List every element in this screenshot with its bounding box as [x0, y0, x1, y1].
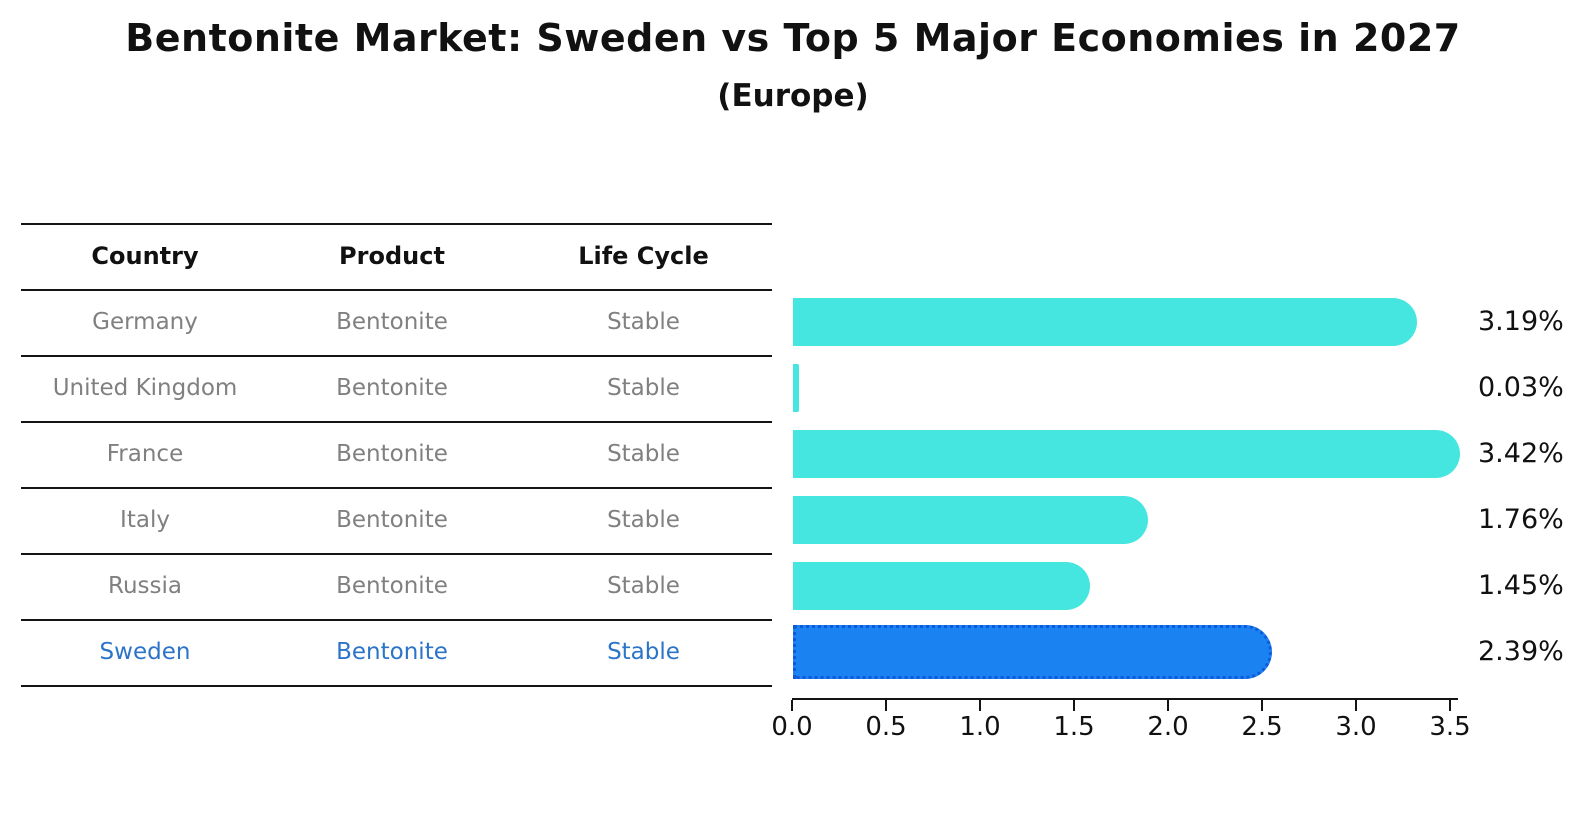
- bar-france: [793, 430, 1460, 478]
- bar-sweden: [793, 625, 1272, 679]
- bar-russia: [793, 562, 1090, 610]
- table-line: [21, 289, 772, 291]
- bar-value-label: 3.19%: [1478, 306, 1564, 337]
- cell-country: France: [106, 441, 184, 467]
- x-axis-tick-label: 2.5: [1241, 712, 1283, 742]
- cell-country: United Kingdom: [52, 375, 238, 401]
- bar-value-label: 3.42%: [1478, 438, 1564, 469]
- x-axis-tick: [1261, 700, 1263, 711]
- bar-value-label: 1.45%: [1478, 570, 1564, 601]
- x-axis-tick-label: 0.5: [865, 712, 907, 742]
- x-axis-tick: [979, 700, 981, 711]
- x-axis: [792, 698, 1458, 700]
- x-axis-tick: [1355, 700, 1357, 711]
- cell-lifecycle: Stable: [607, 639, 680, 665]
- table-line: [21, 487, 772, 489]
- table-line: [21, 553, 772, 555]
- cell-product: Bentonite: [336, 573, 448, 599]
- x-axis-tick-label: 1.0: [959, 712, 1001, 742]
- bar-united-kingdom: [793, 364, 799, 412]
- cell-country: Russia: [108, 573, 182, 599]
- cell-product: Bentonite: [336, 639, 448, 665]
- x-axis-tick: [1449, 700, 1451, 711]
- cell-product: Bentonite: [336, 441, 448, 467]
- table-line: [21, 223, 772, 225]
- cell-lifecycle: Stable: [607, 507, 680, 533]
- bar-italy: [793, 496, 1148, 544]
- bar-germany: [793, 298, 1417, 346]
- cell-lifecycle: Stable: [607, 573, 680, 599]
- cell-country: Sweden: [99, 639, 191, 665]
- cell-country: Italy: [120, 507, 170, 533]
- x-axis-tick-label: 2.0: [1147, 712, 1189, 742]
- chart-title: Bentonite Market: Sweden vs Top 5 Major …: [125, 16, 1461, 60]
- cell-lifecycle: Stable: [607, 309, 680, 335]
- x-axis-tick: [1073, 700, 1075, 711]
- x-axis-tick-label: 1.5: [1053, 712, 1095, 742]
- column-header-product: Product: [339, 242, 445, 270]
- x-axis-tick-label: 3.0: [1335, 712, 1377, 742]
- cell-product: Bentonite: [336, 309, 448, 335]
- table-line: [21, 355, 772, 357]
- cell-lifecycle: Stable: [607, 375, 680, 401]
- bar-value-label: 0.03%: [1478, 372, 1564, 403]
- table-line: [21, 421, 772, 423]
- x-axis-tick-label: 3.5: [1429, 712, 1471, 742]
- cell-product: Bentonite: [336, 375, 448, 401]
- table-line: [21, 619, 772, 621]
- x-axis-tick: [791, 700, 793, 711]
- table-line: [21, 685, 772, 687]
- x-axis-tick: [885, 700, 887, 711]
- bar-value-label: 1.76%: [1478, 504, 1564, 535]
- cell-lifecycle: Stable: [607, 441, 680, 467]
- cell-country: Germany: [92, 309, 198, 335]
- column-header-life-cycle: Life Cycle: [578, 242, 709, 270]
- chart-subtitle: (Europe): [717, 78, 869, 114]
- x-axis-tick-label: 0.0: [771, 712, 813, 742]
- bar-value-label: 2.39%: [1478, 636, 1564, 667]
- x-axis-tick: [1167, 700, 1169, 711]
- cell-product: Bentonite: [336, 507, 448, 533]
- column-header-country: Country: [91, 242, 199, 270]
